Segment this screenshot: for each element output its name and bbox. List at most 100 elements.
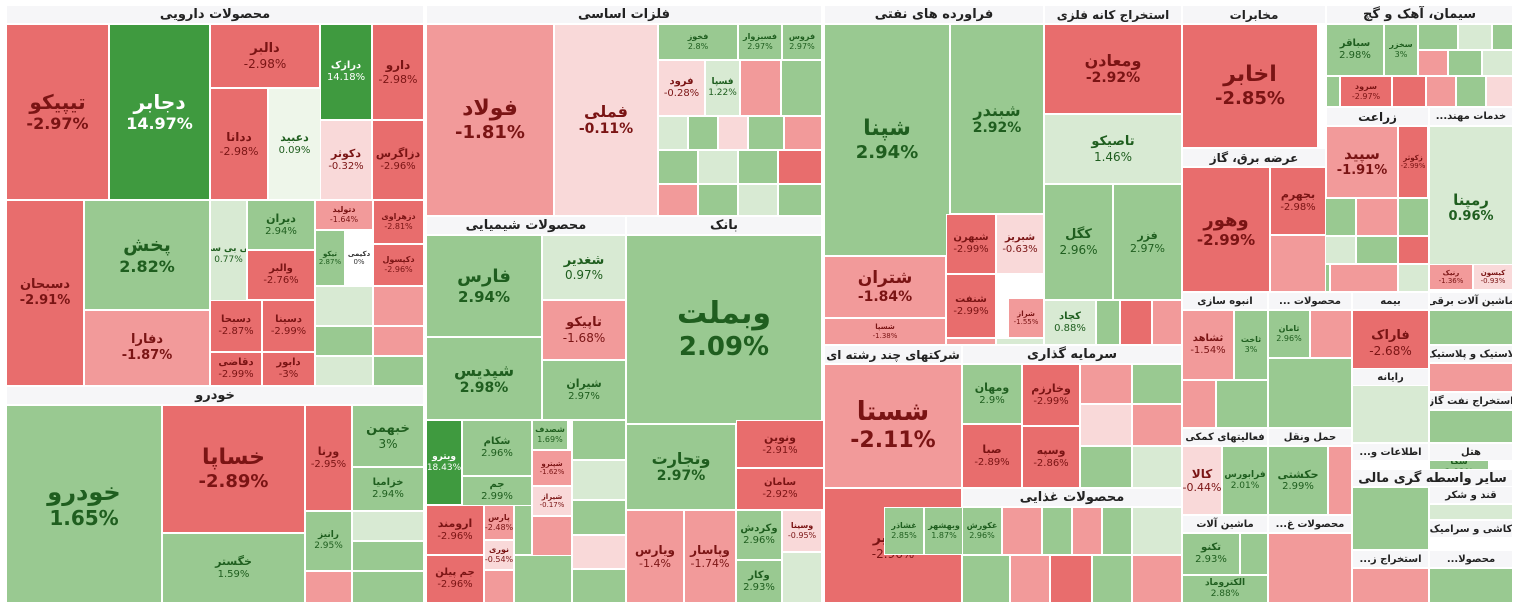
treemap-small-tile[interactable]	[315, 286, 373, 326]
sector-header[interactable]: حمل ونقل	[1268, 428, 1352, 446]
treemap-small-tile[interactable]	[748, 116, 784, 150]
treemap-tile[interactable]: شبریز -0.63%	[996, 214, 1044, 274]
treemap-tile[interactable]: سپید -1.91%	[1326, 126, 1398, 198]
treemap-tile[interactable]: شپنا 2.94%	[824, 24, 950, 256]
treemap-tile[interactable]: تکنو 2.93%	[1182, 533, 1240, 575]
treemap-small-tile[interactable]	[1072, 507, 1102, 555]
treemap-tile[interactable]: الکتروماد 2.88%	[1182, 575, 1268, 603]
treemap-tile[interactable]: فزر 2.97%	[1113, 184, 1182, 300]
sector-header[interactable]: اطلاعات و...	[1352, 443, 1429, 461]
treemap-small-tile[interactable]	[1392, 76, 1426, 107]
treemap-tile[interactable]: نوری -0.54%	[484, 540, 514, 570]
treemap-tile[interactable]: شنفت -2.99%	[946, 274, 996, 338]
treemap-tile[interactable]: خساپا -2.89%	[162, 405, 305, 533]
treemap-tile[interactable]: بجهرم -2.98%	[1270, 167, 1326, 235]
treemap-small-tile[interactable]	[1426, 76, 1456, 107]
treemap-small-tile[interactable]	[658, 150, 698, 184]
sector-header[interactable]: محصولا...	[1429, 550, 1513, 568]
treemap-small-tile[interactable]	[1356, 236, 1398, 264]
treemap-small-tile[interactable]	[315, 326, 373, 356]
treemap-small-tile[interactable]	[352, 541, 424, 571]
sector-header[interactable]: ماشین آلات	[1182, 515, 1268, 533]
treemap-small-tile[interactable]	[352, 571, 424, 603]
treemap-small-tile[interactable]	[1352, 568, 1429, 603]
treemap-tile[interactable]: کی بی سی0.77%	[210, 200, 247, 310]
treemap-tile[interactable]: فرابورس 2.01%	[1222, 446, 1268, 515]
treemap-tile[interactable]: وکردش 2.96%	[736, 510, 782, 560]
treemap-tile[interactable]: شیراز -0.17%	[532, 486, 572, 516]
treemap-tile[interactable]: کیسون -0.93%	[1473, 264, 1513, 290]
treemap-small-tile[interactable]	[996, 338, 1044, 345]
treemap-tile[interactable]: دکیمی 0%	[345, 230, 373, 286]
sector-header[interactable]: لاستیک و پلاستیک	[1429, 345, 1513, 363]
treemap-small-tile[interactable]	[1152, 300, 1182, 345]
sector-header[interactable]: بیمه	[1352, 292, 1429, 310]
treemap-small-tile[interactable]	[1268, 358, 1352, 428]
sector-header[interactable]: انبوه سازی	[1182, 292, 1268, 310]
treemap-small-tile[interactable]	[658, 116, 688, 150]
treemap-small-tile[interactable]	[1132, 555, 1182, 603]
treemap-small-tile[interactable]	[781, 60, 822, 116]
treemap-tile[interactable]: فولاد -1.81%	[426, 24, 554, 216]
treemap-small-tile[interactable]	[514, 555, 572, 603]
treemap-tile[interactable]: شکام 2.96%	[462, 420, 532, 476]
treemap-tile[interactable]: فارس 2.94%	[426, 235, 542, 337]
sector-header[interactable]: زراعت	[1326, 107, 1429, 126]
treemap-tile[interactable]: کالا -0.44%	[1182, 446, 1222, 515]
treemap-small-tile[interactable]	[484, 570, 514, 603]
treemap-tile[interactable]: تاپیکو -1.68%	[542, 300, 626, 360]
treemap-tile[interactable]: فروس 2.97%	[782, 24, 822, 60]
treemap-tile[interactable]: ونوین -2.91%	[736, 420, 824, 468]
treemap-tile[interactable]: ویترو 18.43%	[426, 420, 462, 505]
treemap-tile[interactable]: دسبحان -2.91%	[6, 200, 84, 386]
treemap-tile[interactable]: شراز -1.55%	[1008, 298, 1044, 338]
treemap-tile[interactable]: فسبزوار 2.97%	[738, 24, 782, 60]
treemap-tile[interactable]: سامان -2.92%	[736, 468, 824, 510]
treemap-small-tile[interactable]	[1080, 446, 1132, 488]
treemap-small-tile[interactable]	[305, 571, 352, 603]
treemap-tile[interactable]: شپدیس 2.98%	[426, 337, 542, 420]
sector-header[interactable]: هتل	[1429, 443, 1513, 461]
treemap-small-tile[interactable]	[718, 116, 748, 150]
treemap-small-tile[interactable]	[1356, 198, 1398, 236]
treemap-tile[interactable]: خگستر 1.59%	[162, 533, 305, 603]
treemap-tile[interactable]: دابور -3%	[262, 352, 315, 386]
treemap-tile[interactable]: والبر -2.76%	[247, 250, 315, 300]
treemap-small-tile[interactable]	[1429, 504, 1513, 520]
treemap-tile[interactable]: دجابر 14.97%	[109, 24, 210, 200]
treemap-small-tile[interactable]	[1429, 363, 1513, 392]
treemap-tile[interactable]: فخوز 2.8%	[658, 24, 738, 60]
treemap-tile[interactable]: سخزر 3%	[1384, 24, 1418, 76]
treemap-tile[interactable]: شتران -1.84%	[824, 256, 946, 318]
treemap-small-tile[interactable]	[532, 516, 572, 556]
sector-header[interactable]: محصولات غذایی	[962, 488, 1182, 507]
treemap-tile[interactable]: دسبحا -2.87%	[210, 300, 262, 352]
sector-header[interactable]: خدمات مهند...	[1429, 107, 1513, 126]
sector-header[interactable]: رایانه	[1352, 368, 1429, 386]
treemap-small-tile[interactable]	[1398, 264, 1429, 292]
treemap-small-tile[interactable]	[1448, 50, 1482, 76]
treemap-tile[interactable]: وکار 2.93%	[736, 560, 782, 603]
treemap-small-tile[interactable]	[1310, 310, 1352, 358]
sector-header[interactable]: فراورده های نفتی	[824, 5, 1044, 24]
treemap-small-tile[interactable]	[1456, 76, 1486, 107]
treemap-tile[interactable]: جم 2.99%	[462, 476, 532, 506]
treemap-tile[interactable]: شستا -2.11%	[824, 364, 962, 488]
treemap-small-tile[interactable]	[514, 505, 532, 555]
treemap-small-tile[interactable]	[1270, 235, 1326, 292]
treemap-tile[interactable]: ورنا -2.95%	[305, 405, 352, 511]
sector-header[interactable]: محصولات غ...	[1268, 515, 1352, 533]
sector-header[interactable]: کاشی و سرامیک	[1429, 520, 1513, 538]
treemap-tile[interactable]: غشاذر 2.85%	[884, 507, 924, 555]
treemap-small-tile[interactable]	[1398, 198, 1429, 236]
sector-header[interactable]: ماشین آلات برقی	[1429, 292, 1513, 310]
treemap-small-tile[interactable]	[698, 184, 738, 216]
treemap-small-tile[interactable]	[373, 286, 424, 326]
treemap-small-tile[interactable]	[1092, 555, 1132, 603]
treemap-small-tile[interactable]	[1182, 380, 1216, 428]
treemap-tile[interactable]: تاصیکو 1.46%	[1044, 114, 1182, 184]
treemap-tile[interactable]: پخش 2.82%	[84, 200, 210, 310]
treemap-small-tile[interactable]	[1120, 300, 1152, 345]
treemap-tile[interactable]: تیپیکو -2.97%	[6, 24, 109, 200]
treemap-tile[interactable]: دکپسول -2.96%	[373, 244, 424, 286]
